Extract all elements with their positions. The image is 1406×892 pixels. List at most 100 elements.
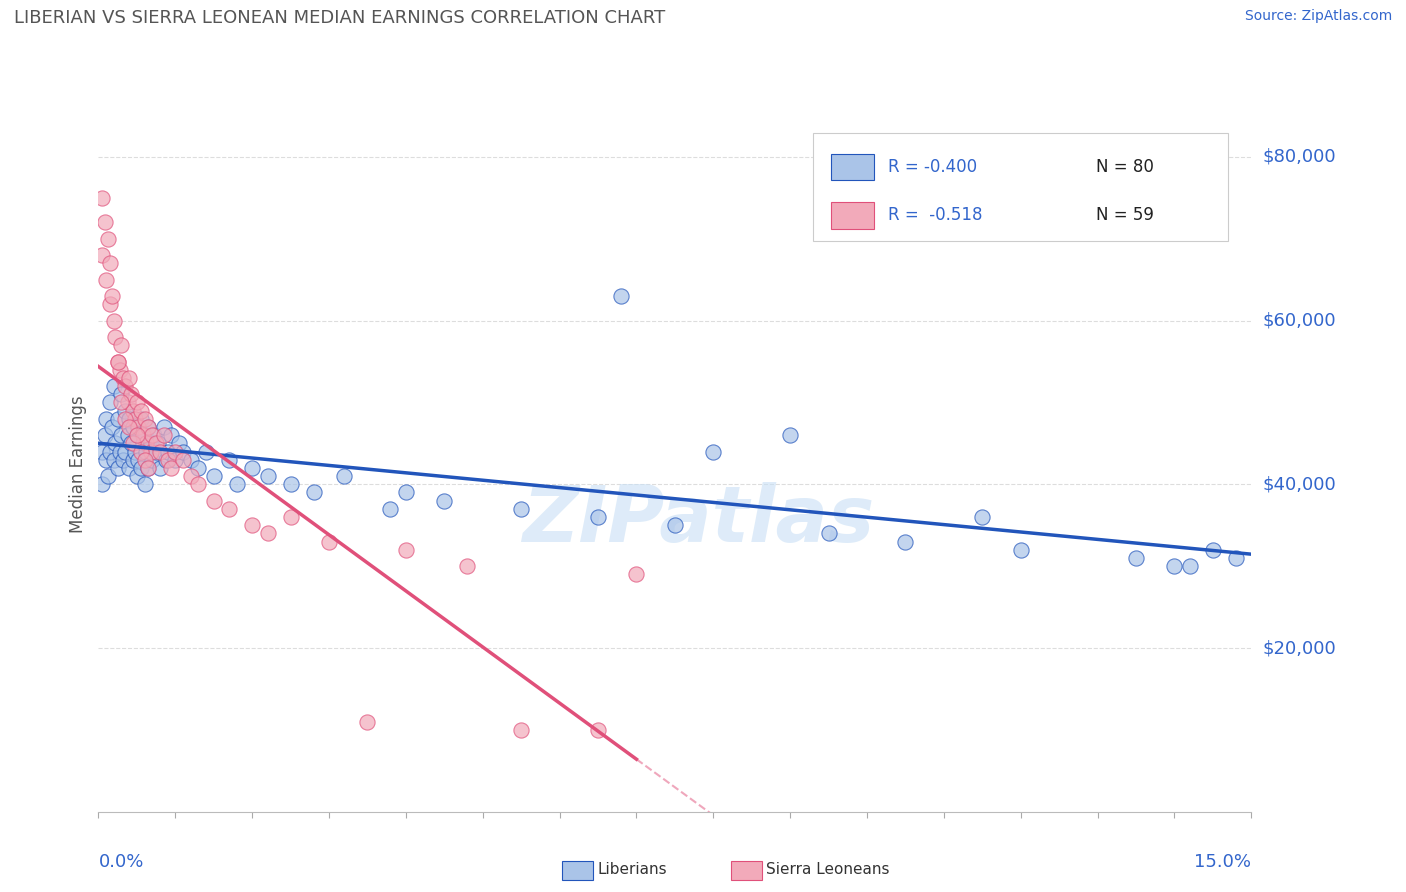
Point xyxy=(1010,542,1032,557)
Point xyxy=(141,428,163,442)
Point xyxy=(586,510,609,524)
Point xyxy=(98,297,121,311)
Point xyxy=(218,501,240,516)
Point xyxy=(122,452,145,467)
Point xyxy=(101,289,124,303)
Point xyxy=(135,444,157,458)
Point xyxy=(132,428,155,442)
Point xyxy=(135,436,157,450)
Point xyxy=(395,542,418,557)
Point xyxy=(167,436,190,450)
Point xyxy=(972,510,994,524)
Point xyxy=(160,461,183,475)
Text: Source: ZipAtlas.com: Source: ZipAtlas.com xyxy=(1244,9,1392,23)
Point xyxy=(1202,542,1225,557)
Point xyxy=(626,567,648,582)
Point xyxy=(165,452,187,467)
Text: $40,000: $40,000 xyxy=(1263,475,1336,493)
Point xyxy=(94,273,117,287)
Point xyxy=(318,534,340,549)
Point xyxy=(118,371,141,385)
Point xyxy=(97,232,120,246)
Point xyxy=(138,461,160,475)
Point xyxy=(180,469,202,483)
Point xyxy=(108,362,131,376)
Point xyxy=(664,518,686,533)
Point xyxy=(138,420,160,434)
Point xyxy=(134,477,156,491)
Point xyxy=(280,477,302,491)
Point xyxy=(172,444,194,458)
Point xyxy=(114,379,136,393)
Point xyxy=(94,452,117,467)
Point xyxy=(356,714,378,729)
Point xyxy=(91,444,114,458)
Text: $80,000: $80,000 xyxy=(1263,148,1336,166)
Point xyxy=(152,420,174,434)
Point xyxy=(103,452,125,467)
Point xyxy=(108,444,131,458)
Text: N = 59: N = 59 xyxy=(1095,206,1153,225)
Point xyxy=(145,444,167,458)
Point xyxy=(120,436,142,450)
Point xyxy=(91,248,114,262)
Point xyxy=(779,428,801,442)
Point xyxy=(117,395,139,409)
Point xyxy=(240,518,263,533)
Point xyxy=(1225,551,1247,566)
Point xyxy=(395,485,418,500)
Point xyxy=(129,461,152,475)
Point xyxy=(145,436,167,450)
Point xyxy=(141,452,163,467)
Point xyxy=(1163,559,1185,574)
Point xyxy=(256,469,278,483)
Point xyxy=(107,461,129,475)
Point xyxy=(94,412,117,426)
Text: 15.0%: 15.0% xyxy=(1194,854,1251,871)
Text: Sierra Leoneans: Sierra Leoneans xyxy=(766,863,890,877)
Point xyxy=(218,452,240,467)
Point xyxy=(187,477,209,491)
FancyBboxPatch shape xyxy=(831,153,875,180)
Point xyxy=(165,444,187,458)
FancyBboxPatch shape xyxy=(831,202,875,228)
Point xyxy=(148,436,170,450)
Point xyxy=(433,493,456,508)
Point xyxy=(122,420,145,434)
Point xyxy=(202,493,225,508)
Point xyxy=(256,526,278,541)
Point xyxy=(111,371,134,385)
Text: Liberians: Liberians xyxy=(598,863,668,877)
Point xyxy=(180,452,202,467)
Point xyxy=(302,485,325,500)
Point xyxy=(93,215,115,229)
Point xyxy=(156,444,179,458)
Point xyxy=(91,191,114,205)
Point xyxy=(139,444,162,458)
Point xyxy=(103,379,125,393)
Point xyxy=(98,256,121,270)
Point xyxy=(134,452,156,467)
Point xyxy=(125,428,148,442)
Point xyxy=(125,469,148,483)
FancyBboxPatch shape xyxy=(813,134,1229,241)
Point xyxy=(120,387,142,401)
Point xyxy=(129,444,152,458)
Point xyxy=(160,428,183,442)
Point xyxy=(93,428,115,442)
Point xyxy=(195,444,218,458)
Point xyxy=(149,444,172,458)
Point xyxy=(129,403,152,417)
Point xyxy=(110,428,132,442)
Point xyxy=(610,289,633,303)
Point xyxy=(129,412,152,426)
Point xyxy=(114,444,136,458)
Text: N = 80: N = 80 xyxy=(1095,158,1153,176)
Point xyxy=(124,412,146,426)
Point xyxy=(98,444,121,458)
Point xyxy=(125,395,148,409)
Point xyxy=(117,428,139,442)
Point xyxy=(101,420,124,434)
Point xyxy=(1178,559,1201,574)
Point xyxy=(155,452,177,467)
